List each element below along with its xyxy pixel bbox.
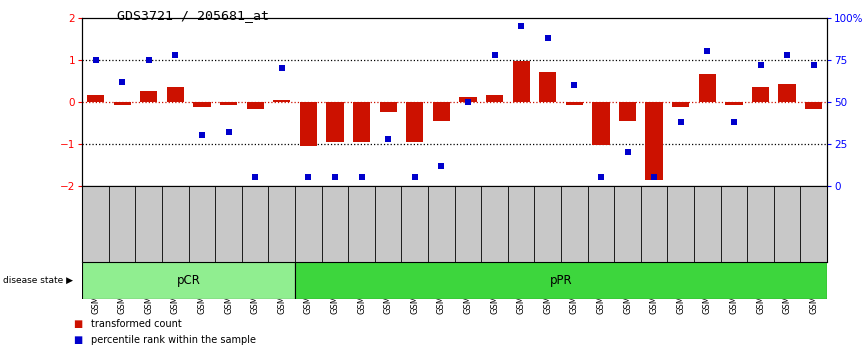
Text: transformed count: transformed count <box>91 319 182 329</box>
Bar <box>247 102 264 109</box>
Text: ■: ■ <box>74 335 83 345</box>
Bar <box>565 102 583 105</box>
Bar <box>752 87 769 102</box>
Bar <box>513 61 530 102</box>
Bar <box>87 96 104 102</box>
Bar <box>805 102 823 109</box>
Bar <box>379 102 397 112</box>
Bar <box>353 102 370 142</box>
Bar <box>193 102 210 107</box>
Text: pPR: pPR <box>550 274 572 287</box>
Bar <box>167 87 184 102</box>
Bar <box>779 84 796 102</box>
Bar <box>140 91 158 102</box>
Text: pCR: pCR <box>177 274 201 287</box>
Bar <box>645 102 662 179</box>
Bar <box>672 102 689 107</box>
Bar <box>619 102 637 121</box>
Bar <box>540 72 556 102</box>
Bar <box>220 102 237 105</box>
Bar <box>726 102 742 105</box>
Bar <box>406 102 423 142</box>
Text: GDS3721 / 205681_at: GDS3721 / 205681_at <box>117 9 269 22</box>
Text: disease state ▶: disease state ▶ <box>3 276 73 285</box>
Bar <box>592 102 610 145</box>
Bar <box>486 96 503 102</box>
Bar <box>300 102 317 146</box>
Bar <box>82 262 295 299</box>
Bar <box>295 262 827 299</box>
Bar <box>113 102 131 105</box>
Bar <box>433 102 450 121</box>
Bar <box>459 97 476 102</box>
Bar <box>326 102 344 142</box>
Text: ■: ■ <box>74 319 83 329</box>
Bar <box>699 74 716 102</box>
Bar <box>273 100 290 102</box>
Text: percentile rank within the sample: percentile rank within the sample <box>91 335 256 345</box>
